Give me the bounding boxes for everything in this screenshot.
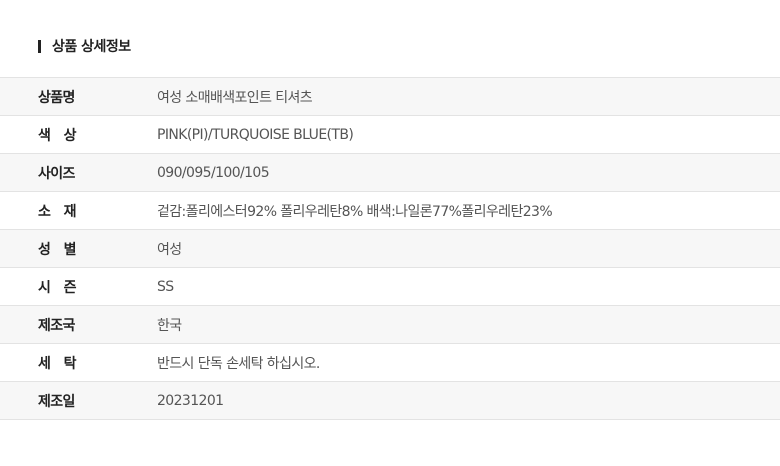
title-bar-marker	[38, 39, 41, 53]
row-label: 상품명	[38, 89, 75, 106]
product-detail-table: 상품명 여성 소매배색포인트 티셔츠 색 상 PINK(PI)/TURQUOISE …	[0, 77, 780, 420]
row-value: 여성 소매배색포인트 티셔츠	[157, 89, 313, 106]
row-value: 090/095/100/105	[157, 164, 270, 181]
row-value: PINK(PI)/TURQUOISE BLUE(TB)	[157, 126, 354, 143]
table-row: 제조국 한국	[0, 305, 780, 344]
section-title: 상품 상세정보	[38, 36, 131, 56]
table-row: 세 탁 반드시 단독 손세탁 하십시오.	[0, 344, 780, 382]
row-label: 세 탁	[38, 355, 77, 372]
row-value: 20231201	[157, 392, 224, 409]
row-value: 겉감:폴리에스터92% 폴리우레탄8% 배색:나일론77%폴리우레탄23%	[157, 203, 553, 220]
table-row: 시 즌 SS	[0, 268, 780, 306]
row-label: 성 별	[38, 241, 77, 258]
table-row: 사이즈 090/095/100/105	[0, 153, 780, 192]
row-value: SS	[157, 278, 174, 295]
row-label: 제조일	[38, 393, 75, 410]
table-row: 소 재 겉감:폴리에스터92% 폴리우레탄8% 배색:나일론77%폴리우레탄23%	[0, 192, 780, 230]
row-label: 시 즌	[38, 279, 77, 296]
row-value: 반드시 단독 손세탁 하십시오.	[157, 355, 320, 372]
table-row: 성 별 여성	[0, 229, 780, 268]
section-title-text: 상품 상세정보	[52, 39, 131, 55]
row-value: 한국	[157, 317, 182, 334]
table-row: 색 상 PINK(PI)/TURQUOISE BLUE(TB)	[0, 116, 780, 154]
row-label: 사이즈	[38, 165, 75, 182]
row-label: 소 재	[38, 203, 77, 220]
row-value: 여성	[157, 241, 182, 258]
table-row: 상품명 여성 소매배색포인트 티셔츠	[0, 77, 780, 116]
table-row: 제조일 20231201	[0, 381, 780, 420]
row-label: 제조국	[38, 317, 75, 334]
row-label: 색 상	[38, 127, 77, 144]
